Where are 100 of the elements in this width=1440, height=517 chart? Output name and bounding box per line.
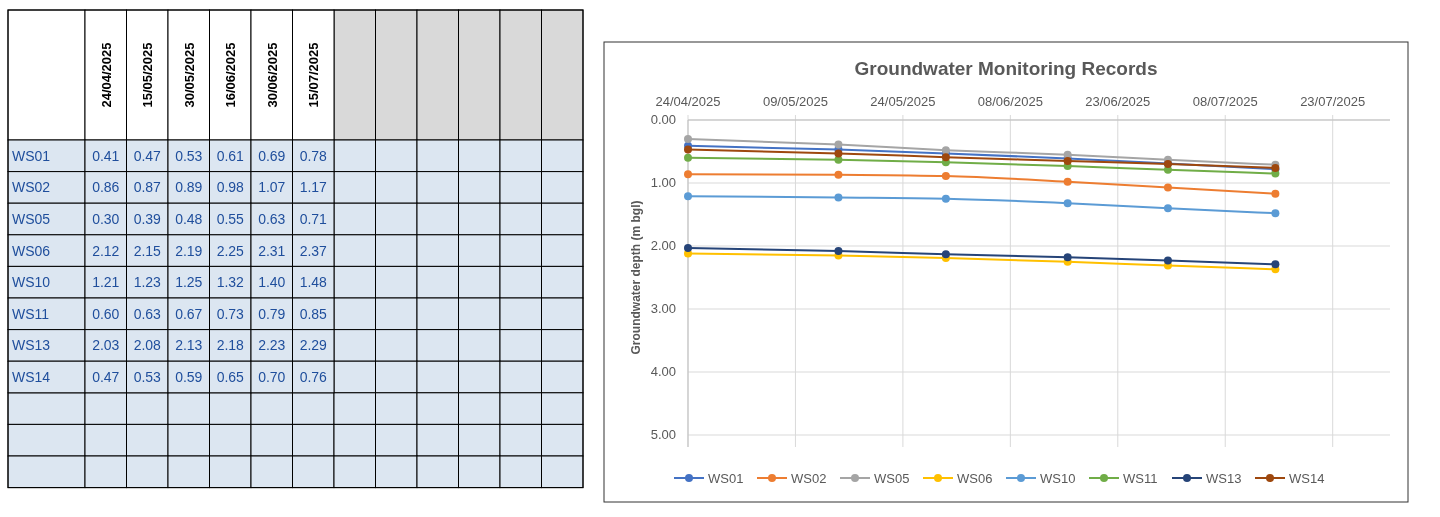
point <box>1271 209 1280 218</box>
y-tick-label: WS02 <box>12 179 51 196</box>
data-label: 2.29 <box>299 337 328 354</box>
point <box>834 247 843 256</box>
x-tick-label: 24/05/2025 <box>870 94 936 109</box>
point <box>834 155 843 164</box>
data-label: 0.41 <box>92 147 120 164</box>
data-label: 0.48 <box>175 211 203 227</box>
data-label: 0.79 <box>258 305 286 322</box>
data-label: 1.25 <box>175 274 203 291</box>
point <box>834 140 843 149</box>
point <box>1063 199 1072 208</box>
x-tick-label: 30/06/2025 <box>264 42 280 108</box>
data-label: 1.32 <box>216 274 245 291</box>
legend-label: WS14 <box>1289 471 1325 486</box>
legend-label: WS02 <box>791 471 827 486</box>
legend-label: WS11 <box>1123 471 1158 486</box>
data-label: 1.23 <box>133 274 162 291</box>
x-tick-label: 15/07/2025 <box>306 42 322 108</box>
x-tick-label: 08/07/2025 <box>1192 94 1258 109</box>
point <box>684 192 692 201</box>
data-label: 0.47 <box>92 369 120 385</box>
data-label: 1.48 <box>299 274 328 291</box>
y-tick-label: WS10 <box>12 274 51 291</box>
legend-label: WS01 <box>708 471 744 486</box>
point <box>1271 260 1280 269</box>
x-tick-label: 15/05/2025 <box>140 42 156 108</box>
y-tick-label: 4.00 <box>650 364 676 379</box>
data-label: 1.40 <box>258 274 286 291</box>
data-label: 0.39 <box>133 211 162 227</box>
y-tick-label: WS11 <box>12 305 50 322</box>
x-tick-label: 24/04/2025 <box>655 94 721 109</box>
y-axis-title: Groundwater depth (m bgl) <box>629 200 643 355</box>
legend-label: WS10 <box>1040 471 1076 486</box>
point <box>941 194 950 203</box>
data-label: 0.76 <box>299 369 328 385</box>
data-label: 1.17 <box>299 179 328 196</box>
point <box>684 134 692 143</box>
x-tick-label: 23/07/2025 <box>1300 94 1366 109</box>
y-tick-label: WS06 <box>12 242 51 259</box>
data-label: 2.19 <box>175 242 203 259</box>
data-label: 0.53 <box>133 369 162 385</box>
point <box>1271 189 1280 198</box>
point <box>684 145 692 154</box>
legend-label: WS05 <box>874 471 910 486</box>
data-label: 0.67 <box>175 305 203 322</box>
data-label: 2.31 <box>258 242 286 259</box>
x-tick-label: 24/04/2025 <box>98 42 114 108</box>
y-tick-label: 1.00 <box>650 175 676 190</box>
y-tick-label: WS01 <box>12 147 51 164</box>
point <box>834 149 843 158</box>
data-label: 0.65 <box>216 369 245 385</box>
y-tick-label: WS14 <box>12 369 51 385</box>
data-label: 0.73 <box>216 305 245 322</box>
y-tick-label: 0.00 <box>650 112 676 127</box>
legend-label: WS06 <box>957 471 993 486</box>
data-label: 0.60 <box>92 305 120 322</box>
data-label: 2.37 <box>299 242 328 259</box>
y-tick-label: 2.00 <box>650 238 676 253</box>
x-tick-label: 09/05/2025 <box>762 94 828 109</box>
data-label: 2.23 <box>258 337 286 354</box>
data-label: 2.25 <box>216 242 245 259</box>
data-label: 0.89 <box>175 179 203 196</box>
data-label: 0.59 <box>175 369 203 385</box>
data-label: 2.08 <box>133 337 162 354</box>
data-label: 0.61 <box>216 147 245 164</box>
data-label: 2.12 <box>92 242 120 259</box>
data-label: 1.07 <box>258 179 286 196</box>
y-tick-label: WS13 <box>12 337 51 354</box>
y-tick-label: 3.00 <box>650 301 676 316</box>
data-label: 0.86 <box>92 179 120 196</box>
y-tick-label: WS05 <box>12 211 51 227</box>
data-label: 0.98 <box>216 179 245 196</box>
point <box>1163 183 1172 192</box>
data-label: 0.47 <box>133 147 162 164</box>
point <box>684 153 692 162</box>
data-label: 0.69 <box>258 147 286 164</box>
point <box>684 170 692 179</box>
data-label: 0.71 <box>299 211 328 227</box>
y-tick-label: 5.00 <box>650 427 676 442</box>
data-label: 0.55 <box>216 211 245 227</box>
point <box>684 243 692 252</box>
x-tick-label: 23/06/2025 <box>1085 94 1151 109</box>
data-label: 0.70 <box>258 369 286 385</box>
point <box>1063 177 1072 186</box>
x-tick-label: 08/06/2025 <box>977 94 1043 109</box>
point <box>941 172 950 181</box>
point <box>1163 204 1172 213</box>
data-label: 0.30 <box>92 211 120 227</box>
data-label: 2.03 <box>92 337 120 354</box>
chart-title: Groundwater Monitoring Records <box>854 58 1158 79</box>
point <box>1063 253 1072 262</box>
data-label: 2.18 <box>216 337 245 354</box>
data-label: 0.53 <box>175 147 203 164</box>
point <box>1163 256 1172 265</box>
data-label: 2.15 <box>133 242 162 259</box>
data-label: 1.21 <box>92 274 120 291</box>
legend-label: WS13 <box>1206 471 1242 486</box>
point <box>834 193 843 202</box>
data-label: 0.63 <box>133 305 162 322</box>
